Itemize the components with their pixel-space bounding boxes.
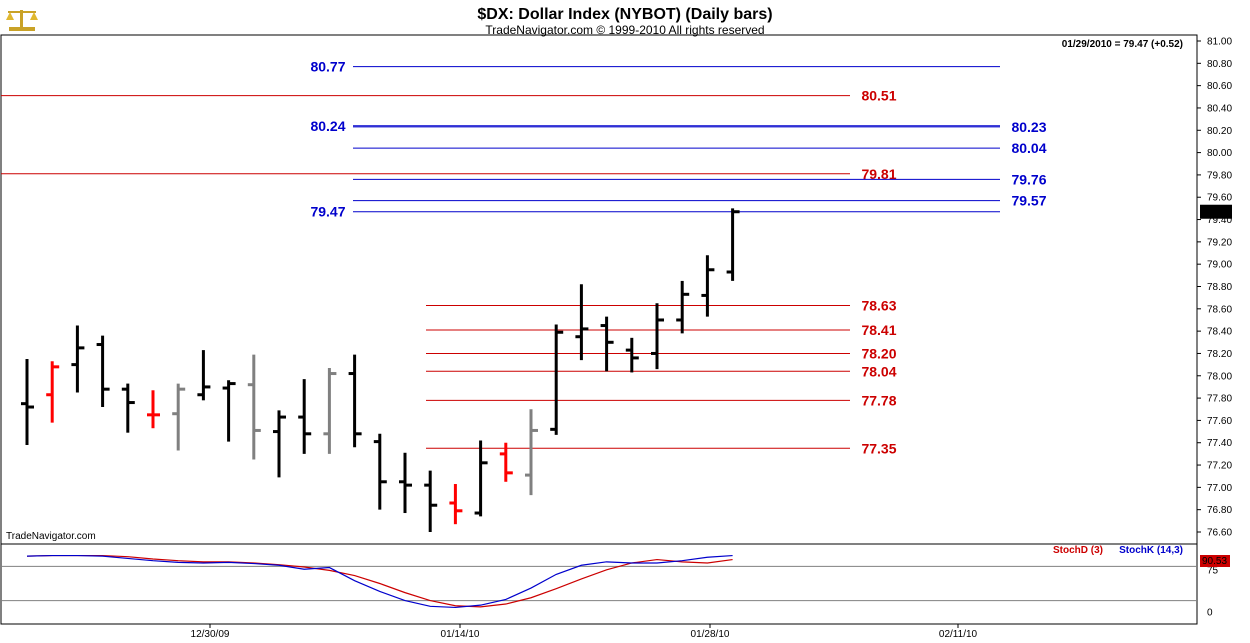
ohlc-bar [676, 280, 690, 334]
price-tick-label: 81.00 [1207, 37, 1232, 48]
level-label: 80.24 [310, 118, 345, 134]
ohlc-bar [273, 410, 286, 478]
ohlc-bar [121, 383, 135, 433]
stoch-tick-label: 75 [1207, 566, 1219, 577]
ohlc-bar [726, 208, 740, 281]
ohlc-bar [96, 335, 110, 408]
level-label: 78.20 [861, 345, 896, 361]
ohlc-bar [575, 284, 589, 361]
price-tick-label: 78.40 [1207, 327, 1232, 338]
level-label: 79.81 [861, 166, 896, 182]
level-label: 79.57 [1011, 193, 1046, 209]
price-tick-label: 76.80 [1207, 505, 1232, 516]
ohlc-bar [348, 354, 362, 448]
last-price-tag: 79.47 [1202, 208, 1227, 219]
stoch-pane-frame [0, 543, 1198, 625]
price-tick-label: 80.20 [1207, 126, 1232, 137]
price-tick-label: 79.00 [1207, 260, 1232, 271]
level-label: 77.78 [861, 392, 896, 408]
ohlc-bar [147, 390, 160, 429]
ohlc-bar [625, 337, 639, 373]
support-resistance-levels: 80.77 80.51 80.24 80.23 80.04 79.81 79.76 79.57… [1, 59, 1047, 456]
last-price-tag-bg [1200, 204, 1232, 219]
ohlc-bar [651, 303, 664, 370]
watermark: TradeNavigator.com [6, 531, 96, 542]
price-tick-label: 77.80 [1207, 394, 1232, 405]
price-tick-label: 79.20 [1207, 237, 1232, 248]
price-tick-label: 77.60 [1207, 416, 1232, 427]
ohlc-bar [424, 470, 438, 532]
price-tick-label: 80.80 [1207, 59, 1232, 70]
stoch-legend-d: StochD (3) [1053, 545, 1103, 556]
price-tick-label: 77.20 [1207, 461, 1232, 472]
date-tick-label: 01/28/10 [691, 629, 730, 640]
ohlc-bar [197, 350, 211, 401]
ohlc-bar [373, 433, 387, 510]
ohlc-bar [600, 316, 614, 372]
level-label: 78.63 [861, 297, 896, 313]
price-axis: 81.00 80.80 80.60 80.40 80.20 80.00 79.80 79.60… [1196, 35, 1232, 624]
price-tick-label: 78.00 [1207, 371, 1232, 382]
date-tick-label: 01/14/10 [441, 629, 480, 640]
ohlc-bar [550, 324, 564, 435]
ohlc-bar [399, 452, 412, 514]
price-tick-label: 79.60 [1207, 193, 1232, 204]
ohlc-bar [499, 442, 513, 482]
stoch-tick-label: 0 [1207, 608, 1213, 619]
date-tick-label: 02/11/10 [939, 629, 978, 640]
ohlc-bar [46, 361, 60, 423]
level-label: 80.23 [1011, 119, 1046, 135]
stochastic-pane: 75 0 StochD (3) StochK (14,3) 90.53 [1, 545, 1230, 619]
price-tick-label: 77.00 [1207, 483, 1232, 494]
chart-subtitle: TradeNavigator.com © 1999-2010 All right… [485, 23, 764, 37]
price-tick-label: 78.60 [1207, 304, 1232, 315]
ohlc-bar [71, 325, 85, 393]
price-tick-label: 80.00 [1207, 148, 1232, 159]
date-tick-label: 12/30/09 [191, 629, 230, 640]
ohlc-bar [247, 354, 261, 460]
ohlc-bar [474, 440, 488, 517]
ohlc-bar [298, 379, 312, 454]
level-label: 78.41 [861, 322, 896, 338]
date-axis: 12/30/09 01/14/10 01/28/10 02/11/10 [191, 624, 978, 640]
price-tick-label: 80.40 [1207, 103, 1232, 114]
level-label: 79.76 [1011, 171, 1046, 187]
ohlc-bar [172, 383, 186, 451]
stoch-value-tag: 90.53 [1202, 556, 1227, 567]
price-tick-label: 78.20 [1207, 349, 1232, 360]
ohlc-bar [222, 380, 236, 442]
stoch-value-tag-bg [1200, 555, 1230, 567]
level-label: 79.47 [310, 204, 345, 220]
price-tick-label: 78.80 [1207, 282, 1232, 293]
chart-title: $DX: Dollar Index (NYBOT) (Daily bars) [477, 6, 772, 23]
stoch-series-line [26, 554, 733, 608]
balance-scale-logo [6, 10, 38, 31]
level-label: 78.04 [861, 363, 896, 379]
level-label: 77.35 [861, 440, 896, 456]
price-bars [21, 208, 740, 532]
ohlc-bar [525, 409, 538, 496]
ohlc-bar [449, 484, 463, 525]
level-label: 80.04 [1011, 140, 1046, 156]
price-tick-label: 80.60 [1207, 81, 1232, 92]
level-label: 80.77 [310, 59, 345, 75]
price-tick-label: 79.40 [1207, 215, 1232, 226]
ohlc-bar [701, 255, 715, 317]
ohlc-bar [323, 367, 337, 454]
stoch-legend-k: StochK (14,3) [1119, 545, 1183, 556]
ohlc-bar [21, 359, 34, 445]
stoch-series-line [26, 554, 733, 609]
price-pane-frame [0, 34, 1198, 545]
price-tick-label: 79.80 [1207, 170, 1232, 181]
level-label: 80.51 [861, 88, 896, 104]
last-quote: 01/29/2010 = 79.47 (+0.52) [1062, 39, 1183, 50]
price-tick-label: 77.40 [1207, 438, 1232, 449]
price-tick-label: 76.60 [1207, 528, 1232, 539]
